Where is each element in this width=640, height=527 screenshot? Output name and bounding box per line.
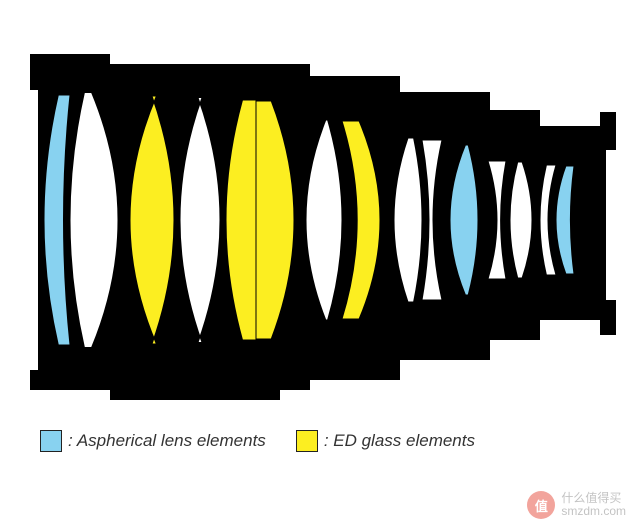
watermark-text: 什么值得买 smzdm.com [561, 492, 626, 518]
watermark: 值 什么值得买 smzdm.com [527, 491, 626, 519]
legend-aspherical-swatch [40, 430, 62, 452]
legend-aspherical: : Aspherical lens elements [40, 430, 266, 452]
legend-ed-swatch [296, 430, 318, 452]
lens-svg [20, 40, 620, 400]
legend-ed-label: : ED glass elements [324, 431, 475, 451]
legend-ed: : ED glass elements [296, 430, 475, 452]
watermark-icon: 值 [527, 491, 555, 519]
legend: : Aspherical lens elements : ED glass el… [40, 430, 475, 452]
lens-diagram [20, 40, 620, 400]
legend-aspherical-label: : Aspherical lens elements [68, 431, 266, 451]
